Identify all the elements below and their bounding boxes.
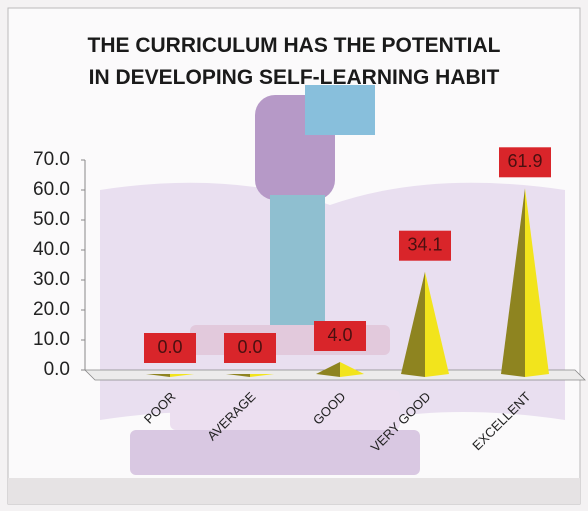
y-tick-label: 40.0: [33, 239, 70, 260]
value-label-box: [224, 333, 276, 363]
y-tick-label: 50.0: [33, 209, 70, 230]
person-illustration: [305, 85, 375, 135]
y-tick-label: 0.0: [44, 359, 70, 380]
pyramid: [146, 374, 194, 377]
pyramid-face: [250, 374, 274, 377]
pyramid: [501, 188, 549, 377]
person-illustration: [270, 195, 325, 325]
pyramid: [401, 271, 449, 377]
y-tick-label: 30.0: [33, 269, 70, 290]
pyramid-side: [316, 362, 340, 377]
pyramid-side: [401, 271, 425, 377]
pyramid: [226, 374, 274, 377]
value-label: 4.0: [327, 325, 352, 345]
value-label: 0.0: [237, 337, 262, 357]
books-illustration: [170, 390, 400, 430]
value-label: 61.9: [507, 151, 542, 171]
y-tick-label: 20.0: [33, 299, 70, 320]
value-label: 34.1: [407, 234, 442, 254]
pyramid: [316, 362, 364, 377]
value-label-box: [314, 321, 366, 351]
y-tick-label: 10.0: [33, 329, 70, 350]
pyramid-face: [170, 374, 194, 377]
books-illustration: [130, 430, 420, 475]
value-label-box: [144, 333, 196, 363]
chart-title: THE CURRICULUM HAS THE POTENTIAL IN DEVE…: [87, 34, 501, 89]
value-label: 0.0: [157, 337, 182, 357]
value-label-box: [499, 147, 551, 178]
pyramid-side: [501, 188, 525, 377]
y-tick-label: 70.0: [33, 149, 70, 170]
pyramid-face: [340, 362, 364, 377]
pyramid-face: [525, 188, 549, 377]
value-label-box: [399, 230, 451, 261]
pyramid-side: [226, 374, 250, 377]
y-tick-label: 60.0: [33, 179, 70, 200]
pyramid-face: [425, 271, 449, 377]
pyramid-side: [146, 374, 170, 377]
bottom-strip: [8, 478, 580, 504]
